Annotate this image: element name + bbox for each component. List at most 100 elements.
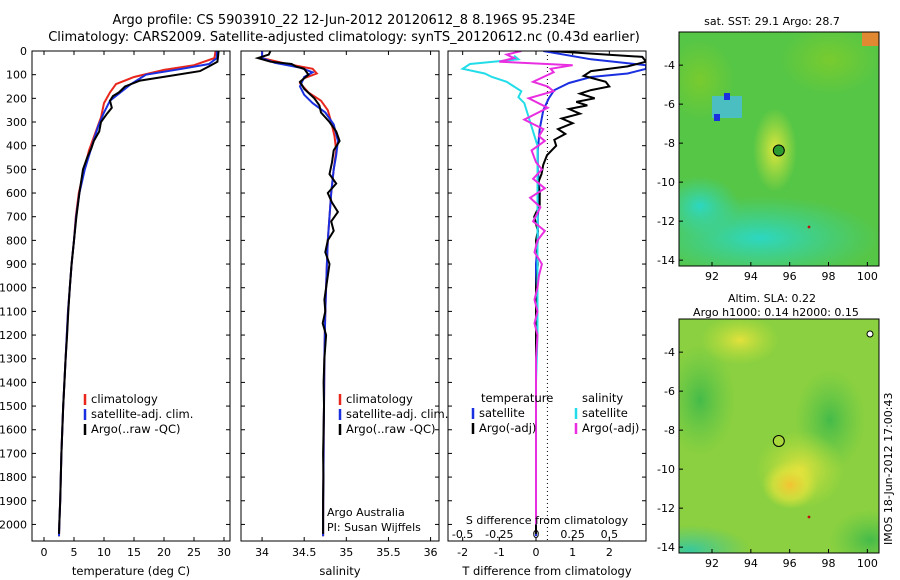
legend-heading-salinity: salinity <box>582 391 623 405</box>
x-tick-label: 0 <box>41 546 48 559</box>
series-argo <box>254 51 341 534</box>
figure-title-line2: Climatology: CARS2009. Satellite-adjuste… <box>48 30 640 45</box>
legend-label: climatology <box>91 392 158 406</box>
series-satellite <box>58 51 218 537</box>
salinity-depth-ticks <box>241 50 439 525</box>
legend-label: Argo(-adj) <box>479 421 536 435</box>
depth-axis: 0 100 200 300 400 500 600 700 800 900 1000 1100 1200… <box>0 45 230 531</box>
temperature-lines <box>58 51 220 537</box>
map-x-tick-label: 100 <box>857 270 878 283</box>
depth-tick-label: 100 <box>6 69 27 82</box>
depth-tick-label: 1200 <box>0 329 27 342</box>
sla-low-patch <box>830 510 879 553</box>
s-tick-label: 0.25 <box>560 528 585 541</box>
land-marker <box>866 330 874 338</box>
difference-lines <box>460 51 646 537</box>
series-satellite_S <box>460 54 539 525</box>
sla-map-title: Altim. SLA: 0.22 <box>728 292 816 305</box>
series-argo <box>58 51 220 534</box>
map-y-tick-label: -4 <box>664 346 675 359</box>
s-tick-label: 0.5 <box>601 528 619 541</box>
difference-xlabel-T: T difference from climatology <box>461 564 632 578</box>
sla-map-ticks: 92 94 96 98 100 -4 -6 -8 -10 -12 -14 <box>657 346 878 570</box>
salinity-panel: 34 34.5 35 35.5 36 salinity climatologysatel… <box>240 50 448 578</box>
depth-tick-label: 1400 <box>0 376 27 389</box>
depth-tick-label: 600 <box>6 187 27 200</box>
depth-tick-label: 700 <box>6 211 27 224</box>
map-x-tick-label: 92 <box>705 270 719 283</box>
map-x-tick-label: 92 <box>705 557 719 570</box>
x-tick-label: 1 <box>569 546 576 559</box>
salinity-lines <box>254 51 341 537</box>
imos-timestamp: IMOS 18-Jun-2012 17:00:43 <box>882 392 895 545</box>
temperature-frame <box>31 50 231 542</box>
sst-map-ticks: 92 94 96 98 100 -4 -6 -8 -10 -12 -14 <box>657 59 878 283</box>
depth-tick-label: 2000 <box>0 518 27 531</box>
sst-map-title: sat. SST: 29.1 Argo: 28.7 <box>704 15 840 28</box>
depth-tick-label: 500 <box>6 163 27 176</box>
x-tick-label: 15 <box>127 546 141 559</box>
x-tick-label: 10 <box>97 546 111 559</box>
sla-peak-patch <box>762 461 818 509</box>
legend-label: Argo(..raw -QC) <box>91 422 181 436</box>
series-satellite <box>261 51 339 537</box>
difference-frame <box>447 50 647 542</box>
series-argo_S <box>499 51 573 525</box>
sst-hot-cell <box>862 32 879 46</box>
x-tick-label: -1 <box>494 546 505 559</box>
x-tick-label: 2 <box>606 546 613 559</box>
legend-label: satellite-adj. clim. <box>91 407 193 421</box>
sst-map-frame <box>678 31 880 267</box>
s-tick-label: -0.5 <box>452 528 473 541</box>
map-y-tick-label: -8 <box>664 424 675 437</box>
map-y-tick-label: -6 <box>664 385 675 398</box>
difference-xlabel-S: S difference from climatology <box>466 514 629 527</box>
sst-cool-patch <box>679 176 740 236</box>
depth-tick-label: 1800 <box>0 471 27 484</box>
legend-label: climatology <box>346 392 413 406</box>
depth-tick-label: 1900 <box>0 495 27 508</box>
map-x-tick-label: 98 <box>822 270 836 283</box>
map-y-tick-label: -12 <box>657 215 675 228</box>
x-tick-label: 0 <box>533 546 540 559</box>
sla-map-subtitle: Argo h1000: 0.14 h2000: 0.15 <box>693 306 859 319</box>
legend-label: satellite <box>479 406 525 420</box>
land-marker <box>807 515 811 519</box>
argo-australia-label: Argo Australia <box>327 506 405 519</box>
temperature-panel: 0100200300400500600700800900100011001200… <box>0 45 231 578</box>
figure-title-line1: Argo profile: CS 5903910_22 12-Jun-2012 … <box>112 13 575 28</box>
sst-cool-patch <box>679 196 879 266</box>
sst-missing-cell <box>724 93 730 100</box>
map-y-tick-label: -8 <box>664 137 675 150</box>
sst-missing-cell <box>714 114 720 121</box>
x-tick-label: -2 <box>457 546 468 559</box>
x-tick-label: 35 <box>339 546 353 559</box>
legend-label: Argo(..raw -QC) <box>346 422 436 436</box>
sst-map-field <box>679 32 879 266</box>
depth-tick-label: 400 <box>6 140 27 153</box>
map-x-tick-label: 96 <box>783 270 797 283</box>
land-marker <box>807 225 811 229</box>
sla-map: Altim. SLA: 0.22 Argo h1000: 0.14 h2000:… <box>657 292 880 570</box>
x-tick-label: 34 <box>255 546 269 559</box>
map-x-tick-label: 94 <box>744 270 758 283</box>
map-y-tick-label: -6 <box>664 98 675 111</box>
x-tick-label: 20 <box>157 546 171 559</box>
salinity-x-axis: 34 34.5 35 35.5 36 <box>255 51 438 559</box>
map-x-tick-label: 98 <box>822 557 836 570</box>
s-tick-label: -0.25 <box>485 528 513 541</box>
depth-tick-label: 1500 <box>0 400 27 413</box>
depth-tick-label: 1300 <box>0 353 27 366</box>
map-x-tick-label: 100 <box>857 557 878 570</box>
depth-tick-label: 1000 <box>0 282 27 295</box>
salinity-xlabel: salinity <box>319 564 360 578</box>
depth-tick-label: 200 <box>6 92 27 105</box>
pi-label: PI: Susan Wijffels <box>327 521 421 534</box>
sla-map-field <box>679 319 879 553</box>
map-x-tick-label: 94 <box>744 557 758 570</box>
legend-label: satellite-adj. clim. <box>346 407 448 421</box>
difference-legend: temperature salinitysatelliteArgo(-adj)sa… <box>471 391 639 435</box>
